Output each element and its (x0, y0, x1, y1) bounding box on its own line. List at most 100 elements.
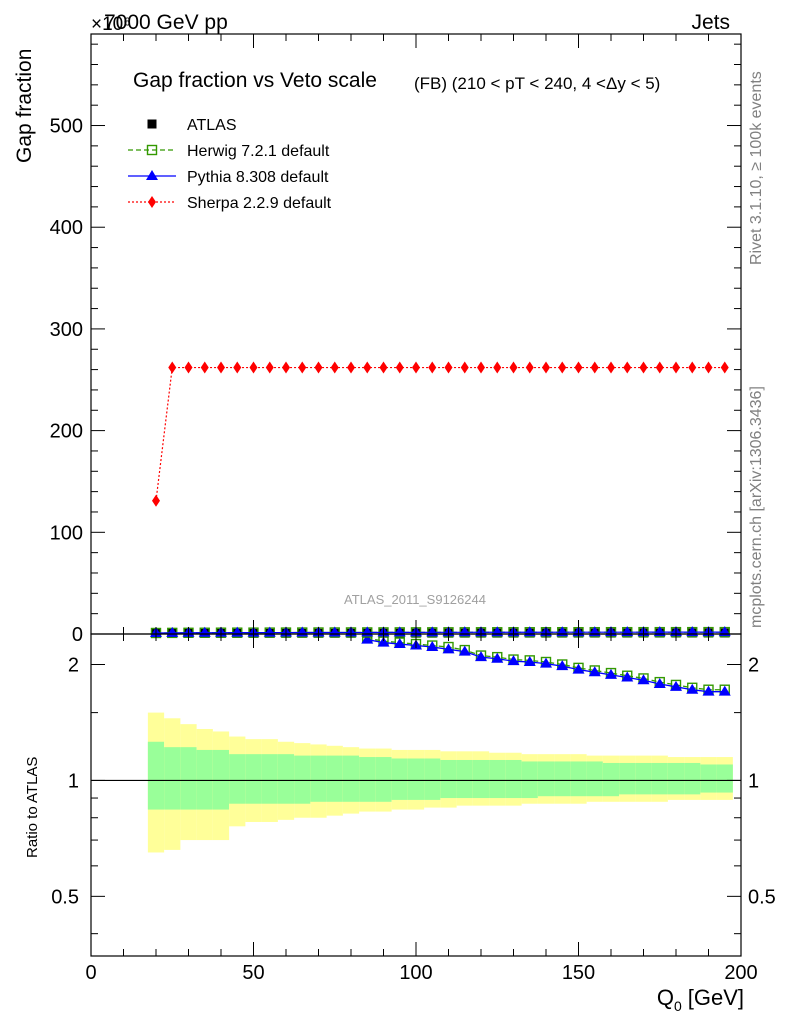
ratio-y-tick-label: 2 (68, 654, 79, 676)
inner-band-bin (294, 755, 311, 804)
main-point-sherpa (590, 361, 599, 374)
main-point-sherpa (672, 361, 680, 374)
main-point-sherpa (477, 361, 485, 374)
inner-band-bin (651, 762, 668, 795)
main-point-sherpa (574, 361, 583, 374)
rivet-label: Rivet 3.1.10, ≥ 100k events (748, 71, 765, 265)
ratio-point-pythia (556, 660, 569, 671)
legend-marker (146, 144, 158, 156)
legend-marker (146, 170, 158, 180)
ratio-point-pythia (475, 651, 487, 662)
inner-band-bin (554, 761, 571, 797)
x-tick-label: 0 (85, 962, 96, 984)
chart-title: Gap fraction vs Veto scale (133, 69, 377, 92)
ratio-point-pythia (507, 655, 520, 666)
inner-band-bin (245, 754, 262, 804)
inner-band-bin (391, 758, 408, 800)
main-point-sherpa (347, 361, 355, 374)
y-tick-label: 100 (50, 522, 83, 544)
ratio-point-pythia (718, 685, 731, 696)
chart-subtitle: (FB) (210 < pT < 240, 4 <Δy < 5) (414, 74, 660, 93)
inner-band-bin (716, 764, 733, 793)
main-point-sherpa (542, 361, 550, 374)
inner-band-bin (586, 761, 603, 797)
inner-band-bin (342, 755, 360, 802)
ratio-point-pythia (670, 680, 682, 691)
y-tick-label: 300 (50, 319, 83, 341)
x-axis-label: Q0 [GeV] (657, 985, 744, 1014)
main-line-sherpa (155, 366, 725, 501)
inner-band-bin (196, 749, 213, 810)
ratio-point-pythia (686, 683, 699, 694)
ratio-point-pythia (442, 643, 455, 654)
main-point-sherpa (168, 361, 177, 374)
inner-band-bin (261, 754, 278, 804)
main-point-sherpa (363, 361, 372, 374)
ratio-y-tick-label: 0.5 (51, 886, 79, 908)
main-point-sherpa (720, 361, 729, 374)
main-point-sherpa (314, 361, 323, 374)
main-point-sherpa (152, 494, 160, 507)
main-point-sherpa (412, 361, 420, 374)
legend-marker (148, 196, 156, 208)
main-point-sherpa (639, 361, 648, 374)
ratio-point-pythia (653, 677, 666, 688)
y-axis-label: Gap fraction (13, 49, 36, 163)
main-point-sherpa (330, 361, 339, 374)
inner-band-bin (602, 762, 620, 797)
main-point-sherpa (249, 361, 258, 374)
main-point-sherpa (509, 361, 518, 374)
ratio-uncertainty-bands (147, 712, 733, 853)
inner-band-bin (277, 754, 295, 804)
inner-band-bin (407, 758, 425, 800)
ratio-point-pythia (702, 685, 715, 696)
process-label: Jets (691, 11, 730, 34)
axis-ticks (90, 34, 742, 956)
main-point-sherpa (607, 361, 615, 374)
x-axis-label-sub: 0 (674, 998, 682, 1014)
main-point-sherpa (200, 361, 209, 374)
x-tick-label: 50 (242, 962, 264, 984)
inner-band-bin (684, 762, 701, 795)
inner-band-bin (505, 759, 522, 799)
main-point-sherpa (704, 361, 713, 374)
inner-band-bin (635, 762, 652, 795)
main-point-sherpa (184, 361, 193, 374)
legend-label: Sherpa 2.2.9 default (187, 195, 332, 212)
main-point-sherpa (444, 361, 453, 374)
ratio-point-pythia (426, 641, 439, 652)
inner-band-bin (424, 758, 441, 800)
ratio-point-pythia (361, 633, 374, 644)
ratio-point-pythia (523, 656, 536, 667)
inner-band-bin (667, 762, 685, 795)
main-point-sherpa (217, 361, 225, 374)
ratio-point-pythia (588, 666, 601, 677)
ratio-point-pythia (540, 657, 552, 668)
mcplots-label: mcplots.cern.ch [arXiv:1306.3436] (748, 386, 765, 628)
y-tick-label: 500 (50, 116, 83, 138)
inner-band-bin (456, 759, 473, 799)
inner-band-bin (212, 749, 230, 810)
x-tick-label: 150 (562, 962, 595, 984)
inner-band-bin (700, 764, 717, 793)
inner-band-bin (570, 761, 587, 797)
main-point-sherpa (395, 361, 404, 374)
main-point-sherpa (282, 361, 290, 374)
main-point-sherpa (655, 361, 664, 374)
main-point-sherpa (558, 361, 567, 374)
inner-band-bin (310, 755, 327, 802)
inner-band-bin (537, 761, 555, 797)
scale-exponent: ×10⁶ (91, 14, 131, 35)
ratio-point-pythia (621, 671, 634, 682)
legend-label: Pythia 8.308 default (187, 169, 329, 186)
analysis-id: ATLAS_2011_S9126244 (344, 592, 486, 607)
ratio-point-pythia (605, 668, 617, 679)
ratio-point-pythia (637, 674, 650, 685)
inner-band-bin (489, 759, 506, 799)
main-point-sherpa (379, 361, 388, 374)
y-tick-label: 200 (50, 421, 83, 443)
main-point-sherpa (233, 361, 242, 374)
legend: ATLAS Herwig 7.2.1 default Pythia 8.308 de… (128, 117, 332, 212)
main-point-sherpa (525, 361, 534, 374)
